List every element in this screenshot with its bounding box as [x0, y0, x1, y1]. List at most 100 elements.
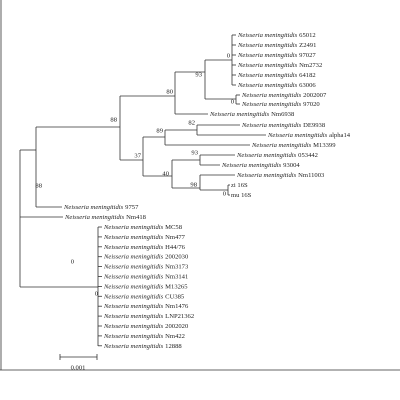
species-name: Neisseria meningitidis — [237, 32, 298, 39]
strain-name: 63006 — [299, 82, 316, 89]
strain-name: Nm1476 — [165, 303, 189, 310]
leaf-label: Neisseria meningitidis 63006 — [237, 82, 316, 89]
species-name: Neisseria meningitidis — [64, 214, 125, 221]
leaf-label: Neisseria meningitidis LNP21362 — [103, 313, 194, 320]
species-name: Neisseria meningitidis — [241, 101, 302, 108]
strain-name: 2002007 — [303, 92, 327, 99]
support-value: 40 — [162, 171, 169, 178]
support-value: 98 — [190, 182, 197, 189]
species-name: Neisseria meningitidis — [251, 142, 312, 149]
leaf-label: Neisseria meningitidis DE9938 — [241, 122, 326, 129]
support-value: 93 — [195, 72, 202, 79]
support-value: 88 — [35, 183, 42, 190]
leaf-label: Neisseria meningitidis 053442 — [236, 152, 318, 159]
strain-name: Z2491 — [299, 42, 316, 49]
species-name: Neisseria meningitidis — [103, 253, 164, 260]
strain-name: Nm3173 — [165, 263, 189, 270]
leaf-label: zi 16S — [231, 182, 248, 189]
strain-name: 2002020 — [165, 323, 189, 330]
leaf-label: Neisseria meningitidis Nm477 — [103, 233, 186, 240]
species-name: Neisseria meningitidis — [103, 323, 164, 330]
leaf-label: Neisseria meningitidis 97020 — [241, 101, 320, 108]
leaf-label: Neisseria meningitidis H44/76 — [103, 243, 186, 250]
strain-name: 65012 — [299, 32, 315, 39]
support-value: 93 — [191, 150, 198, 157]
strain-name: LNP21362 — [165, 313, 194, 320]
leaf-label: Neisseria meningitidis Nm422 — [103, 332, 185, 339]
leaf-label: Neisseria meningitidis alpha14 — [267, 132, 351, 139]
leaf-label: Neisseria meningitidis Z2491 — [237, 42, 316, 49]
leaf-label: Neisseria meningitidis 93004 — [221, 162, 300, 169]
leaf-name: mu 16S — [231, 192, 252, 199]
species-name: Neisseria meningitidis — [267, 132, 328, 139]
species-name: Neisseria meningitidis — [237, 42, 298, 49]
species-name: Neisseria meningitidis — [103, 303, 164, 310]
support-value: 0 — [227, 53, 231, 60]
support-value: 0 — [231, 99, 235, 106]
leaf-label: Neisseria meningitidis Nm6938 — [209, 111, 295, 118]
leaf-label: Neisseria meningitidis Nm3173 — [103, 263, 189, 270]
species-name: Neisseria meningitidis — [103, 313, 164, 320]
species-name: Neisseria meningitidis — [103, 273, 164, 280]
leaf-label: Neisseria meningitidis 2002020 — [103, 323, 189, 330]
strain-name: CU385 — [165, 293, 185, 300]
strain-name: 12888 — [165, 342, 182, 349]
leaf-label: Neisseria meningitidis 12888 — [103, 342, 182, 349]
leaf-label: Neisseria meningitidis 2002007 — [241, 92, 327, 99]
leaf-label: Neisseria meningitidis Nm418 — [64, 214, 147, 221]
strain-name: MC58 — [165, 224, 183, 231]
leaf-label: Neisseria meningitidis 9757 — [63, 204, 139, 211]
support-value: 82 — [188, 120, 195, 127]
species-name: Neisseria meningitidis — [241, 92, 302, 99]
leaf-label: mu 16S — [231, 192, 252, 199]
strain-name: Nm11003 — [298, 172, 325, 179]
scale-bar-label: 0.001 — [71, 365, 86, 372]
species-name: Neisseria meningitidis — [237, 62, 298, 69]
leaf-name: zi 16S — [231, 182, 248, 189]
leaf-label: Neisseria meningitidis Nm1476 — [103, 303, 189, 310]
strain-name: Nm2732 — [299, 62, 322, 69]
leaf-label: Neisseria meningitidis M13265 — [103, 283, 188, 290]
strain-name: alpha14 — [329, 132, 351, 139]
leaf-label: Neisseria meningitidis Nm11003 — [236, 172, 325, 179]
species-name: Neisseria meningitidis — [237, 72, 298, 79]
species-name: Neisseria meningitidis — [209, 111, 270, 118]
support-value: 0 — [223, 191, 227, 198]
strain-name: 64182 — [299, 72, 315, 79]
support-value: 0 — [71, 259, 75, 266]
leaf-label: Neisseria meningitidis 65012 — [237, 32, 316, 39]
species-name: Neisseria meningitidis — [103, 342, 164, 349]
species-name: Neisseria meningitidis — [103, 293, 164, 300]
strain-name: 2002030 — [165, 253, 189, 260]
support-value: 0 — [95, 291, 99, 298]
species-name: Neisseria meningitidis — [237, 52, 298, 59]
species-name: Neisseria meningitidis — [103, 283, 164, 290]
species-name: Neisseria meningitidis — [236, 152, 297, 159]
strain-name: 9757 — [125, 204, 139, 211]
species-name: Neisseria meningitidis — [221, 162, 282, 169]
leaf-label: Neisseria meningitidis MC58 — [103, 224, 183, 231]
strain-name: DE9938 — [303, 122, 326, 129]
leaf-label: Neisseria meningitidis 2002030 — [103, 253, 189, 260]
species-name: Neisseria meningitidis — [237, 82, 298, 89]
support-value: 88 — [110, 117, 117, 124]
strain-name: Nm6938 — [271, 111, 295, 118]
strain-name: 053442 — [298, 152, 318, 159]
leaf-label: Neisseria meningitidis 97027 — [237, 52, 316, 59]
strain-name: H44/76 — [165, 243, 185, 250]
strain-name: M13399 — [313, 142, 336, 149]
leaf-label: Neisseria meningitidis M13399 — [251, 142, 336, 149]
leaf-label: Neisseria meningitidis CU385 — [103, 293, 185, 300]
support-value: 37 — [134, 153, 141, 160]
species-name: Neisseria meningitidis — [103, 224, 164, 231]
strain-name: 97020 — [303, 101, 320, 108]
strain-name: 97027 — [299, 52, 316, 59]
leaf-label: Neisseria meningitidis 64182 — [237, 72, 316, 79]
leaf-label: Neisseria meningitidis Nm2732 — [237, 62, 322, 69]
species-name: Neisseria meningitidis — [63, 204, 124, 211]
species-name: Neisseria meningitidis — [103, 332, 164, 339]
leaf-label: Neisseria meningitidis Nm3141 — [103, 273, 188, 280]
strain-name: Nm418 — [126, 214, 146, 221]
species-name: Neisseria meningitidis — [103, 243, 164, 250]
